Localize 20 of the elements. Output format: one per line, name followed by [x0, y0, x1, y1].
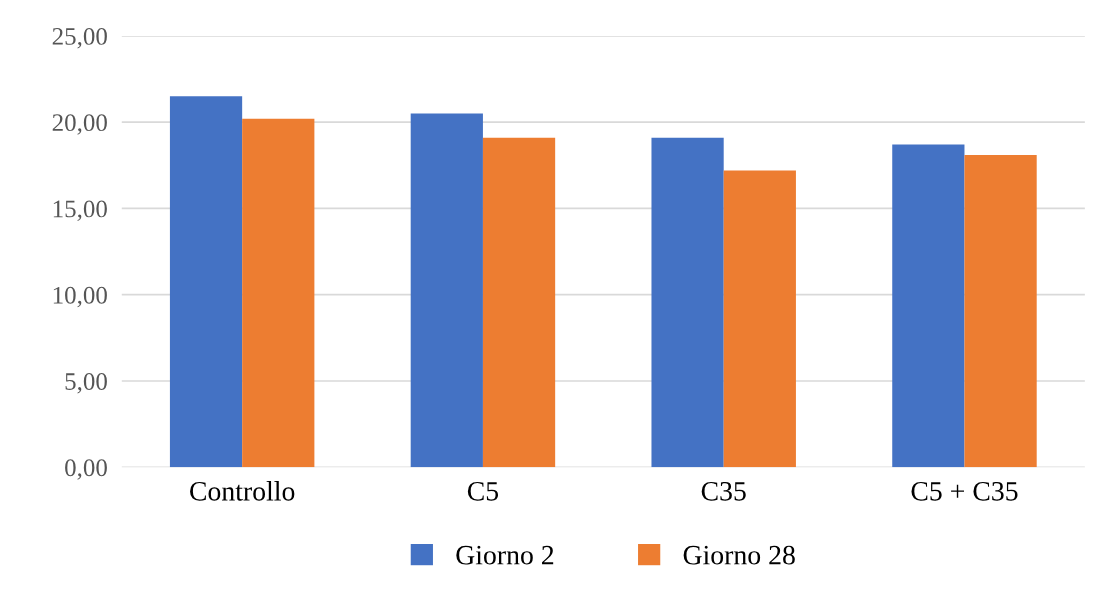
y-tick-label: 0,00 — [65, 459, 107, 480]
legend-label: Giorno 2 — [456, 545, 554, 565]
y-tick-label: 20,00 — [52, 114, 107, 135]
bar — [964, 154, 1037, 468]
bar — [169, 96, 243, 468]
x-tick-label: Controllo — [190, 481, 295, 501]
y-tick-label: 25,00 — [52, 27, 107, 49]
bar — [723, 170, 796, 468]
x-tick-label: C5 — [467, 481, 499, 501]
x-tick-label: C5 + C35 — [911, 481, 1018, 501]
bar — [482, 137, 556, 468]
x-tick-label: C35 — [701, 481, 746, 501]
y-tick-label: 15,00 — [53, 200, 107, 221]
bar — [410, 113, 483, 468]
y-tick-label: 10,00 — [53, 286, 107, 308]
bar — [651, 137, 724, 468]
legend-label: Giorno 28 — [683, 545, 795, 565]
bar — [892, 144, 965, 468]
y-tick-label: 5,00 — [65, 373, 107, 394]
bar — [242, 118, 315, 468]
